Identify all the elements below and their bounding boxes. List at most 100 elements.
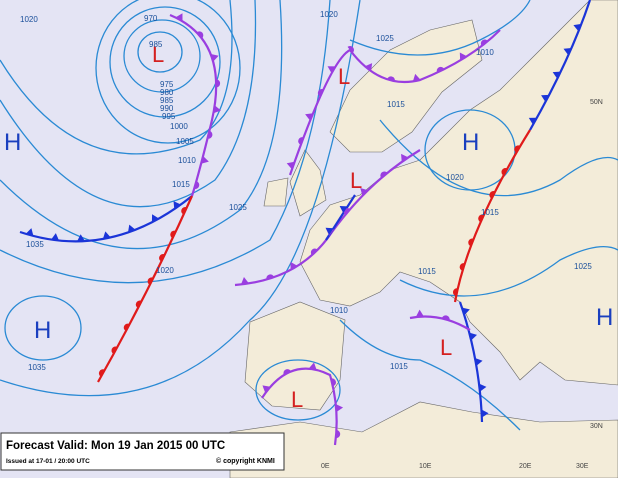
land [229, 0, 618, 478]
triangle [262, 385, 271, 393]
front-symbol [327, 66, 336, 74]
front-symbol [290, 261, 298, 270]
semicircle [266, 274, 275, 280]
triangle [76, 234, 85, 242]
triangle [339, 205, 348, 214]
front-symbol [360, 188, 369, 196]
front-symbol [335, 404, 344, 413]
triangle [102, 231, 111, 240]
semicircle [380, 171, 388, 178]
triangle [308, 362, 317, 370]
front-symbol [181, 207, 187, 215]
triangle [327, 66, 336, 74]
front-symbols [25, 13, 582, 439]
front-symbol [489, 191, 496, 199]
grid-label: 10E [419, 463, 432, 470]
front-symbol [573, 23, 582, 32]
isobar-label: 1010 [178, 156, 196, 165]
front-symbol [76, 234, 85, 242]
front-symbol [339, 205, 348, 214]
triangle [481, 409, 489, 418]
front-symbol [201, 156, 209, 164]
front-symbol [479, 383, 487, 392]
front-symbol [102, 231, 111, 240]
triangle [469, 332, 478, 341]
front-symbol [317, 88, 324, 97]
semicircle [283, 369, 292, 375]
isobar-label: 1035 [26, 240, 44, 249]
front-symbol [401, 153, 409, 162]
front-symbol [308, 362, 317, 370]
isobar-label: 1020 [446, 173, 464, 182]
front-symbol [541, 94, 550, 102]
front-symbol [380, 171, 388, 178]
pressure-center: H [596, 304, 613, 331]
front-symbol [310, 248, 318, 256]
isobar-label: 1000 [170, 122, 188, 131]
front-symbol [170, 230, 176, 239]
isobar-label: 1010 [476, 48, 494, 57]
front-symbol [210, 54, 219, 62]
front-symbol [552, 71, 561, 79]
isobar-label: 1005 [176, 137, 194, 146]
isobar-label: 995 [162, 112, 176, 121]
triangle [459, 52, 467, 61]
semicircle [317, 88, 324, 97]
front-symbol [240, 277, 249, 285]
triangle [573, 23, 582, 32]
grid-label: 20E [519, 463, 532, 470]
front-symbol [501, 168, 508, 176]
isobar-label: 1020 [20, 15, 38, 24]
front-symbol [412, 73, 421, 82]
triangle [290, 261, 298, 270]
front-symbol [135, 300, 142, 309]
triangle [325, 227, 334, 235]
isobar-label: 1020 [320, 10, 338, 19]
front-symbol [51, 233, 59, 241]
isobar-label: 1015 [390, 362, 408, 371]
isobar-label: 1015 [172, 180, 190, 189]
front-symbol [436, 66, 445, 73]
front-symbol [207, 130, 213, 139]
semicircle [196, 31, 204, 39]
triangle [474, 357, 483, 366]
semicircle [181, 207, 187, 215]
front-symbol [128, 224, 136, 233]
triangle [25, 228, 34, 236]
front-symbol [480, 39, 488, 47]
front-symbol [478, 214, 484, 223]
front-symbol [459, 263, 465, 271]
pressure-center: L [338, 64, 350, 89]
isobar-label: 1025 [229, 203, 247, 212]
front-symbol [474, 357, 483, 366]
isobar-label: 1020 [156, 266, 174, 275]
triangle [541, 94, 550, 102]
front-symbol [123, 323, 130, 332]
front-symbol [469, 332, 478, 341]
front-symbol [459, 52, 467, 61]
grid-label: 0E [321, 463, 330, 470]
semicircle [468, 238, 474, 247]
semicircle [207, 130, 213, 139]
semicircle [387, 76, 395, 82]
pressure-center: H [34, 317, 51, 344]
pressure-center: H [4, 129, 21, 156]
semicircle [480, 39, 488, 47]
front-symbol [262, 385, 271, 393]
semicircle [436, 66, 445, 73]
triangle [240, 277, 249, 285]
semicircle [478, 214, 484, 223]
grid-label: 50N [590, 99, 603, 106]
triangle [286, 161, 295, 170]
triangle [128, 224, 136, 233]
triangle [528, 117, 537, 125]
semicircle [159, 254, 165, 262]
isobar-label: 1035 [28, 363, 46, 372]
footer-title: Forecast Valid: Mon 19 Jan 2015 00 UTC [6, 440, 225, 452]
semicircle [514, 145, 521, 153]
semicircle [298, 137, 304, 145]
grid-label: 30N [590, 423, 603, 430]
triangle [479, 383, 487, 392]
front-symbol [325, 227, 334, 235]
